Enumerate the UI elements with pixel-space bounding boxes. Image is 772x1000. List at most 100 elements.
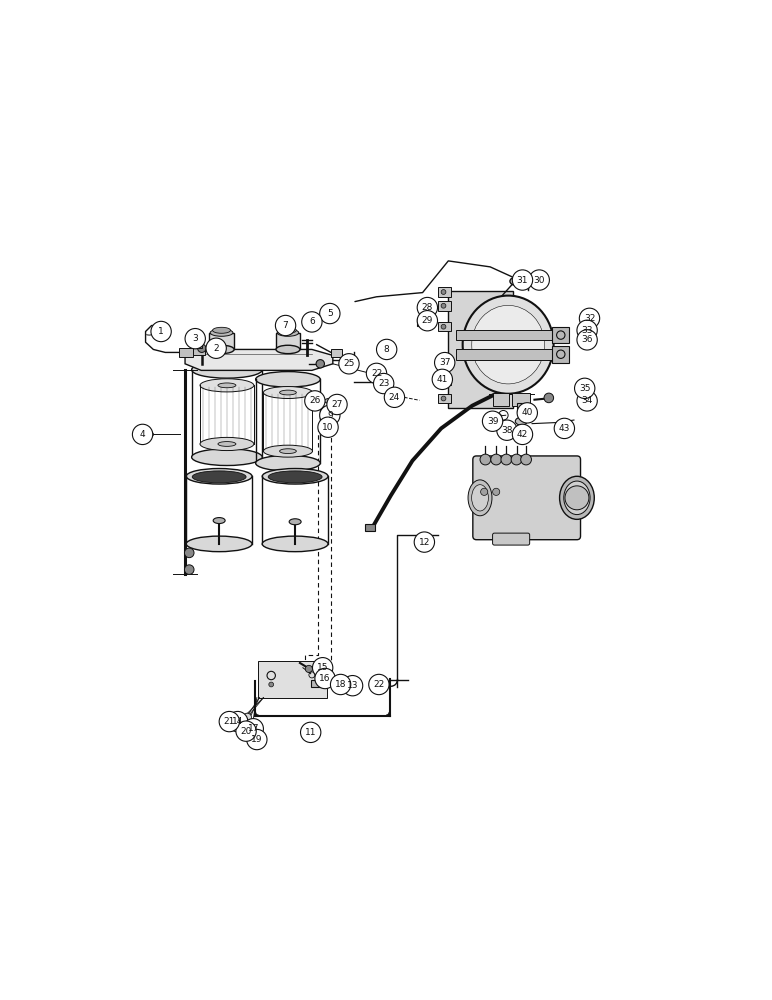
- Text: 7: 7: [283, 321, 289, 330]
- FancyBboxPatch shape: [194, 342, 201, 348]
- Circle shape: [441, 378, 446, 383]
- Ellipse shape: [516, 417, 527, 425]
- Ellipse shape: [276, 345, 300, 354]
- Circle shape: [554, 418, 574, 439]
- Circle shape: [316, 360, 324, 368]
- Circle shape: [441, 396, 446, 401]
- Circle shape: [151, 321, 171, 342]
- Text: 3: 3: [192, 334, 198, 343]
- FancyBboxPatch shape: [194, 348, 205, 355]
- Text: 20: 20: [240, 727, 252, 736]
- Text: 26: 26: [310, 396, 320, 405]
- Circle shape: [374, 373, 394, 394]
- Text: 18: 18: [335, 680, 347, 689]
- Circle shape: [377, 339, 397, 360]
- Circle shape: [441, 290, 446, 294]
- FancyBboxPatch shape: [553, 346, 569, 363]
- Circle shape: [185, 329, 205, 349]
- FancyBboxPatch shape: [438, 376, 451, 385]
- Circle shape: [513, 270, 533, 290]
- Circle shape: [441, 324, 446, 329]
- Ellipse shape: [472, 485, 489, 511]
- Circle shape: [320, 405, 340, 425]
- Ellipse shape: [263, 445, 313, 457]
- Circle shape: [185, 565, 194, 574]
- Circle shape: [432, 369, 452, 390]
- Text: 11: 11: [305, 728, 317, 737]
- Circle shape: [577, 391, 598, 411]
- FancyBboxPatch shape: [310, 680, 323, 687]
- Circle shape: [482, 411, 503, 431]
- Ellipse shape: [564, 481, 590, 515]
- Circle shape: [243, 713, 252, 722]
- Circle shape: [300, 722, 321, 743]
- Circle shape: [417, 311, 438, 331]
- Ellipse shape: [191, 449, 262, 466]
- Ellipse shape: [262, 536, 328, 552]
- Text: 1: 1: [158, 327, 164, 336]
- Circle shape: [417, 297, 438, 318]
- Text: 14: 14: [232, 717, 243, 726]
- Ellipse shape: [324, 398, 337, 404]
- Text: 32: 32: [584, 314, 595, 323]
- Ellipse shape: [209, 345, 234, 354]
- Ellipse shape: [212, 327, 231, 333]
- Text: 35: 35: [579, 384, 591, 393]
- Circle shape: [313, 658, 333, 678]
- Ellipse shape: [279, 327, 296, 333]
- Ellipse shape: [186, 536, 252, 552]
- Circle shape: [198, 344, 206, 352]
- Circle shape: [318, 417, 338, 437]
- Polygon shape: [185, 349, 333, 370]
- Text: 25: 25: [344, 359, 354, 368]
- Ellipse shape: [468, 480, 492, 516]
- FancyBboxPatch shape: [516, 403, 530, 412]
- Text: 28: 28: [422, 303, 433, 312]
- FancyBboxPatch shape: [179, 348, 194, 357]
- FancyBboxPatch shape: [493, 533, 530, 545]
- Circle shape: [529, 270, 550, 290]
- Ellipse shape: [277, 329, 299, 336]
- FancyBboxPatch shape: [553, 327, 569, 343]
- Circle shape: [276, 315, 296, 336]
- Circle shape: [544, 393, 554, 403]
- Circle shape: [384, 387, 405, 407]
- FancyBboxPatch shape: [276, 333, 300, 349]
- Ellipse shape: [256, 372, 320, 387]
- Ellipse shape: [192, 471, 246, 483]
- Circle shape: [305, 665, 313, 673]
- FancyBboxPatch shape: [438, 287, 451, 297]
- Ellipse shape: [290, 519, 301, 525]
- Circle shape: [367, 363, 387, 384]
- Circle shape: [219, 711, 239, 732]
- Text: 4: 4: [140, 430, 145, 439]
- FancyBboxPatch shape: [438, 301, 451, 311]
- Ellipse shape: [263, 387, 313, 399]
- Text: 39: 39: [487, 417, 498, 426]
- Circle shape: [206, 338, 226, 358]
- FancyBboxPatch shape: [456, 330, 560, 340]
- Circle shape: [327, 394, 347, 415]
- Text: 21: 21: [224, 717, 235, 726]
- FancyBboxPatch shape: [417, 318, 430, 326]
- FancyBboxPatch shape: [209, 333, 234, 349]
- Text: 8: 8: [384, 345, 390, 354]
- Ellipse shape: [256, 455, 320, 471]
- Text: 43: 43: [559, 424, 570, 433]
- Circle shape: [305, 391, 325, 411]
- Text: 29: 29: [422, 316, 433, 325]
- Text: 38: 38: [501, 426, 513, 435]
- Ellipse shape: [200, 379, 254, 392]
- Circle shape: [441, 303, 446, 308]
- Ellipse shape: [279, 390, 296, 395]
- Circle shape: [565, 486, 589, 510]
- Ellipse shape: [510, 277, 523, 285]
- Text: 10: 10: [322, 423, 334, 432]
- Circle shape: [579, 308, 600, 329]
- Circle shape: [441, 357, 446, 362]
- Circle shape: [574, 378, 595, 399]
- Text: 23: 23: [378, 379, 389, 388]
- Circle shape: [243, 719, 263, 739]
- Circle shape: [501, 454, 512, 465]
- Ellipse shape: [326, 420, 337, 425]
